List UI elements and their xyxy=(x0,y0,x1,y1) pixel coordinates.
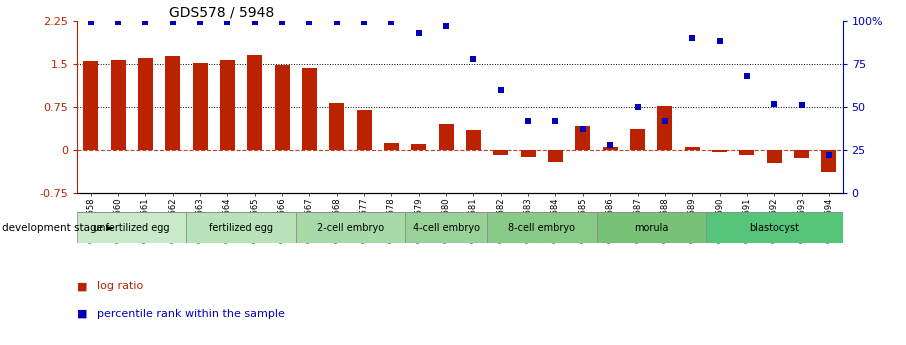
Bar xyxy=(111,60,126,150)
Bar xyxy=(706,212,843,243)
Text: GDS578 / 5948: GDS578 / 5948 xyxy=(169,6,275,20)
Text: log ratio: log ratio xyxy=(97,282,143,291)
Point xyxy=(521,118,535,124)
Bar xyxy=(165,56,180,150)
Bar xyxy=(220,60,235,150)
Bar xyxy=(630,129,645,150)
Bar xyxy=(658,106,672,150)
Bar xyxy=(685,147,699,150)
Point xyxy=(795,102,809,108)
Point xyxy=(467,56,481,61)
Bar xyxy=(487,212,596,243)
Bar xyxy=(766,150,782,163)
Bar xyxy=(548,150,563,161)
Point xyxy=(631,104,645,110)
Point xyxy=(111,20,125,25)
Bar xyxy=(187,212,295,243)
Point xyxy=(494,87,508,92)
Bar xyxy=(822,150,836,172)
Text: unfertilized egg: unfertilized egg xyxy=(93,223,170,233)
Text: blastocyst: blastocyst xyxy=(749,223,799,233)
Bar xyxy=(275,65,290,150)
Bar xyxy=(596,212,706,243)
Text: ■: ■ xyxy=(77,282,88,291)
Bar xyxy=(575,126,591,150)
Point xyxy=(247,20,262,25)
Point xyxy=(275,20,289,25)
Bar xyxy=(295,212,405,243)
Bar xyxy=(739,150,755,155)
Bar xyxy=(794,150,809,158)
Point xyxy=(193,20,207,25)
Point xyxy=(166,20,180,25)
Point xyxy=(685,35,699,41)
Text: percentile rank within the sample: percentile rank within the sample xyxy=(97,309,284,319)
Point xyxy=(303,20,317,25)
Text: ■: ■ xyxy=(77,309,88,319)
Bar xyxy=(493,150,508,155)
Bar xyxy=(302,68,317,150)
Point xyxy=(138,20,152,25)
Point xyxy=(575,127,590,132)
Bar xyxy=(411,144,427,150)
Bar xyxy=(439,124,454,150)
Bar xyxy=(83,61,98,150)
Text: 2-cell embryo: 2-cell embryo xyxy=(317,223,384,233)
Point xyxy=(767,101,782,106)
Bar xyxy=(357,110,371,150)
Bar xyxy=(405,212,487,243)
Text: 8-cell embryo: 8-cell embryo xyxy=(508,223,575,233)
Point xyxy=(357,20,371,25)
Bar xyxy=(384,143,399,150)
Point xyxy=(330,20,344,25)
Bar xyxy=(247,55,262,150)
Point xyxy=(83,20,98,25)
Point xyxy=(439,23,453,29)
Bar xyxy=(712,150,727,152)
Point xyxy=(712,39,727,44)
Text: 4-cell embryo: 4-cell embryo xyxy=(412,223,479,233)
Point xyxy=(739,73,754,79)
Text: fertilized egg: fertilized egg xyxy=(209,223,273,233)
Bar xyxy=(329,103,344,150)
Text: development stage ►: development stage ► xyxy=(2,223,114,233)
Point xyxy=(822,152,836,158)
Point xyxy=(411,30,426,36)
Bar xyxy=(77,212,187,243)
Point xyxy=(548,118,563,124)
Point xyxy=(384,20,399,25)
Bar xyxy=(138,58,153,150)
Bar xyxy=(521,150,535,157)
Bar xyxy=(466,130,481,150)
Bar xyxy=(193,63,207,150)
Point xyxy=(658,118,672,124)
Text: morula: morula xyxy=(634,223,669,233)
Point xyxy=(602,142,617,148)
Point xyxy=(220,20,235,25)
Bar xyxy=(602,147,618,150)
